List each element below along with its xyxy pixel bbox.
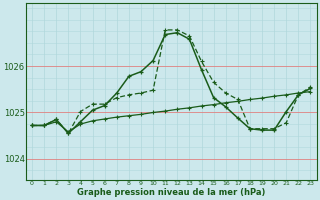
X-axis label: Graphe pression niveau de la mer (hPa): Graphe pression niveau de la mer (hPa) <box>77 188 266 197</box>
